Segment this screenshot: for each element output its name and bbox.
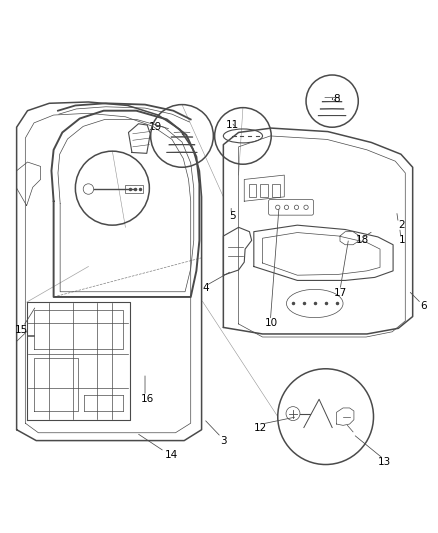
Text: 14: 14 <box>165 449 178 459</box>
Text: 11: 11 <box>226 120 239 130</box>
Text: 18: 18 <box>356 236 369 245</box>
Text: 5: 5 <box>229 212 235 221</box>
Text: 15: 15 <box>14 325 28 335</box>
Text: 12: 12 <box>254 423 267 433</box>
Text: 1: 1 <box>399 236 405 245</box>
Text: 17: 17 <box>334 288 347 297</box>
Text: 4: 4 <box>203 283 209 293</box>
Text: 6: 6 <box>420 301 427 311</box>
Text: 16: 16 <box>141 394 154 404</box>
Text: 19: 19 <box>149 122 162 132</box>
Text: 2: 2 <box>399 220 405 230</box>
Text: 3: 3 <box>220 435 226 446</box>
Text: 10: 10 <box>265 318 278 328</box>
Text: 13: 13 <box>378 457 391 467</box>
Text: 8: 8 <box>333 94 340 104</box>
